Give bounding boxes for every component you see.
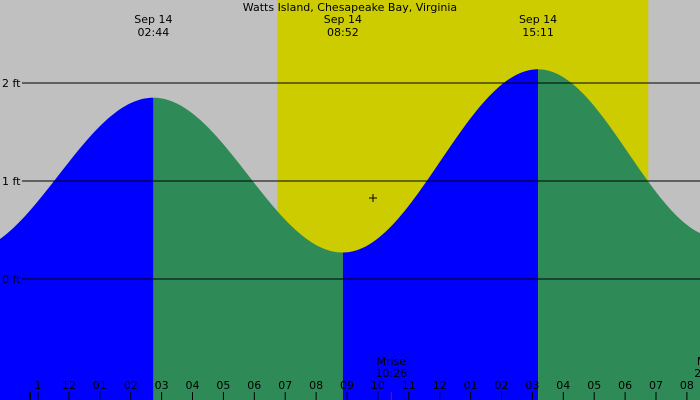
chart-title: Watts Island, Chesapeake Bay, Virginia <box>243 1 457 14</box>
rising-tide-area <box>342 69 539 400</box>
falling-tide-area <box>538 69 700 400</box>
extreme-time-label: 02:44 <box>138 26 170 39</box>
x-tick-label: 03 <box>155 379 169 392</box>
moon-event-label: Mrise <box>377 355 407 368</box>
x-tick-label: 06 <box>247 379 261 392</box>
extreme-time-label: 15:11 <box>522 26 554 39</box>
x-tick-label: 03 <box>525 379 539 392</box>
x-tick-label: 02 <box>124 379 138 392</box>
x-tick-label: 04 <box>556 379 570 392</box>
label-layer: 0 ft 1 ft 2 ft 1 12 01 02 03 04 05 06 07 08 09 10 11 12 0… <box>2 13 700 392</box>
rising-tide-area <box>0 97 154 400</box>
x-tick-label: 1 <box>35 379 42 392</box>
x-tick-label: 08 <box>309 379 323 392</box>
extreme-date-label: Sep 14 <box>324 13 362 26</box>
x-tick-label: 08 <box>680 379 694 392</box>
x-tick-label: 10 <box>371 379 385 392</box>
x-tick-label: 02 <box>495 379 509 392</box>
tide-area-layer <box>0 69 700 400</box>
x-tick-label: 07 <box>649 379 663 392</box>
extreme-time-label: 08:52 <box>327 26 359 39</box>
falling-tide-area <box>153 97 343 400</box>
x-tick-label: 05 <box>216 379 230 392</box>
grid-layer <box>22 82 700 400</box>
moon-event-time: 20:45 <box>694 367 700 380</box>
extreme-date-label: Sep 14 <box>134 13 172 26</box>
x-tick-label: 01 <box>464 379 478 392</box>
x-tick-label: 07 <box>278 379 292 392</box>
moon-event-time: 10:26 <box>375 367 407 380</box>
x-tick-label: 09 <box>340 379 354 392</box>
y-tick-label: 0 ft <box>2 273 21 286</box>
x-tick-label: 12 <box>62 379 76 392</box>
x-tick-label: 04 <box>186 379 200 392</box>
x-tick-label: 12 <box>433 379 447 392</box>
x-tick-label: 11 <box>402 379 416 392</box>
x-tick-label: 01 <box>93 379 107 392</box>
x-tick-label: 05 <box>587 379 601 392</box>
extreme-date-label: Sep 14 <box>519 13 557 26</box>
x-tick-label: 06 <box>618 379 632 392</box>
y-tick-label: 1 ft <box>2 175 21 188</box>
y-tick-label: 2 ft <box>2 77 21 90</box>
moon-event-label: Mset <box>697 355 700 368</box>
